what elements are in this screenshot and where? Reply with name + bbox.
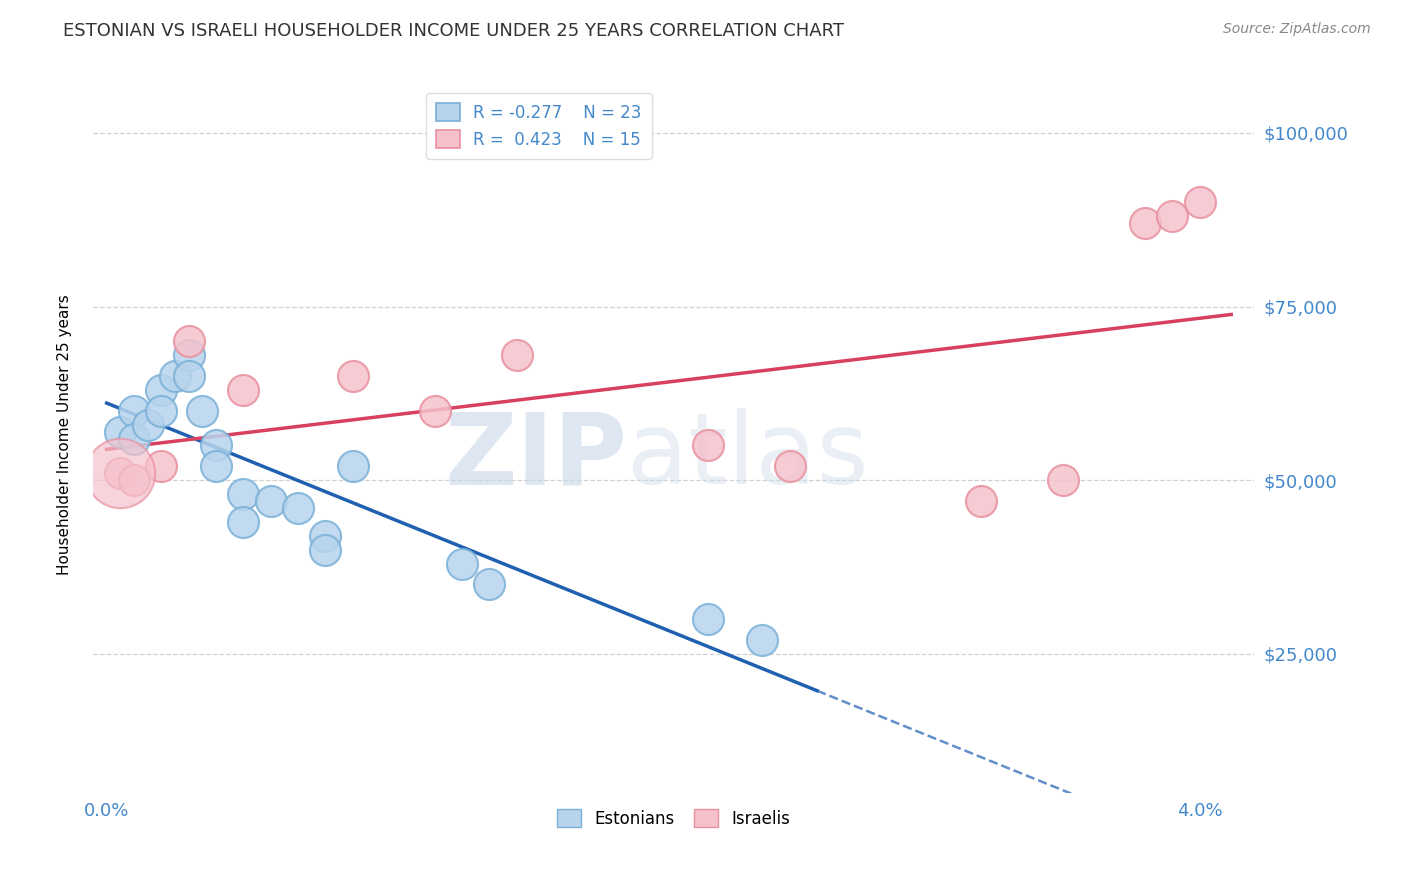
Text: Source: ZipAtlas.com: Source: ZipAtlas.com: [1223, 22, 1371, 37]
Text: ESTONIAN VS ISRAELI HOUSEHOLDER INCOME UNDER 25 YEARS CORRELATION CHART: ESTONIAN VS ISRAELI HOUSEHOLDER INCOME U…: [63, 22, 844, 40]
Point: [177, 369, 200, 384]
Point: [970, 494, 993, 508]
Point: [150, 383, 173, 397]
Point: [232, 487, 254, 501]
Point: [110, 467, 132, 481]
Point: [163, 369, 186, 384]
Point: [342, 369, 364, 384]
Point: [259, 494, 281, 508]
Point: [1188, 195, 1211, 210]
Point: [505, 348, 527, 362]
Point: [478, 577, 501, 591]
Point: [122, 403, 145, 417]
Point: [122, 432, 145, 446]
Point: [342, 459, 364, 474]
Point: [122, 473, 145, 487]
Point: [751, 632, 773, 647]
Point: [191, 403, 214, 417]
Point: [110, 467, 132, 481]
Point: [1052, 473, 1074, 487]
Point: [177, 334, 200, 349]
Point: [1133, 216, 1156, 230]
Point: [136, 417, 159, 432]
Point: [150, 403, 173, 417]
Text: ZIP: ZIP: [444, 408, 627, 505]
Point: [696, 612, 718, 626]
Point: [314, 542, 336, 557]
Point: [110, 425, 132, 439]
Point: [1161, 210, 1184, 224]
Point: [232, 383, 254, 397]
Point: [232, 515, 254, 529]
Point: [177, 348, 200, 362]
Point: [779, 459, 801, 474]
Point: [205, 438, 228, 452]
Point: [696, 438, 718, 452]
Legend: Estonians, Israelis: Estonians, Israelis: [551, 803, 797, 834]
Point: [423, 403, 446, 417]
Point: [287, 500, 309, 515]
Point: [205, 459, 228, 474]
Point: [314, 529, 336, 543]
Point: [150, 459, 173, 474]
Point: [450, 557, 472, 571]
Text: atlas: atlas: [627, 408, 869, 505]
Y-axis label: Householder Income Under 25 years: Householder Income Under 25 years: [58, 294, 72, 575]
